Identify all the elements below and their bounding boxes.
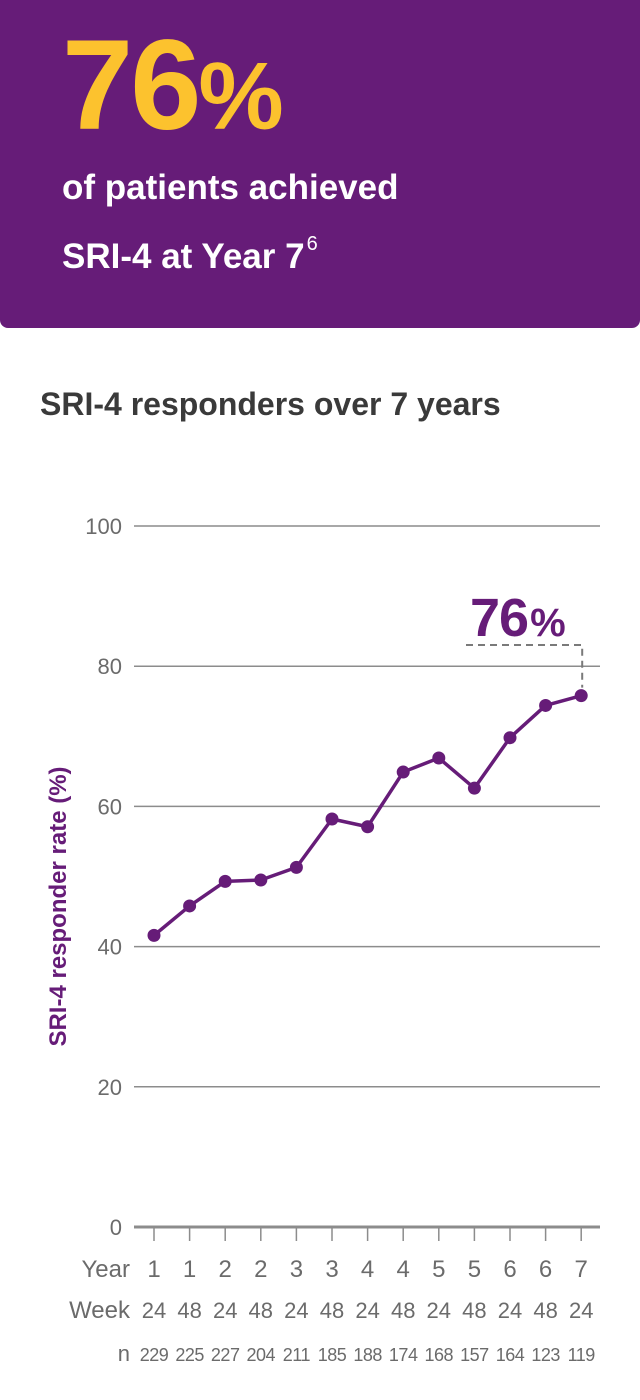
- data-point: [147, 928, 161, 942]
- headline-line-1: of patients achieved: [62, 168, 399, 207]
- x-tick-label-year: 5: [468, 1256, 481, 1283]
- x-tick-label-n: 119: [568, 1345, 596, 1365]
- annotation-leader-line: [466, 644, 584, 688]
- x-tick-label-week: 48: [249, 1298, 273, 1323]
- data-point: [218, 874, 232, 888]
- x-tick-label-year: 6: [539, 1256, 552, 1283]
- x-tick-label-n: 225: [175, 1345, 204, 1365]
- x-tick-label-year: 1: [147, 1256, 160, 1283]
- y-axis-title: SRI-4 responder rate (%): [45, 766, 72, 1046]
- x-tick-label-year: 1: [183, 1256, 196, 1283]
- annotation-value: 76: [470, 588, 528, 648]
- x-tick-label-year: 4: [361, 1256, 374, 1283]
- headline-line-2-text: SRI-4 at Year 7: [62, 237, 305, 276]
- y-tick-label: 80: [98, 654, 122, 679]
- chart-title: SRI-4 responders over 7 years: [40, 386, 501, 422]
- y-tick-label: 60: [98, 794, 122, 819]
- data-point: [361, 820, 375, 834]
- row-label-n: n: [118, 1341, 130, 1366]
- x-tick-label-year: 7: [575, 1256, 588, 1283]
- x-tick-label-n: 204: [247, 1345, 276, 1365]
- x-tick-label-n: 164: [496, 1345, 525, 1365]
- y-tick-label: 40: [98, 935, 122, 960]
- x-tick-label-week: 48: [320, 1298, 344, 1323]
- y-tick-label: 100: [85, 514, 122, 539]
- y-tick-label: 0: [110, 1215, 122, 1240]
- x-tick-label-year: 6: [503, 1256, 516, 1283]
- data-point: [574, 689, 588, 703]
- x-tick-label-year: 3: [325, 1256, 338, 1283]
- x-tick-label-n: 188: [353, 1345, 382, 1365]
- summary-banner: 76% of patients achieved SRI-4 at Year 7…: [0, 0, 640, 328]
- data-point: [183, 899, 197, 913]
- footnote-ref: 6: [306, 233, 318, 255]
- x-tick-label-year: 2: [219, 1256, 232, 1283]
- row-label-week: Week: [69, 1297, 131, 1324]
- x-tick-label-week: 48: [462, 1298, 486, 1323]
- x-tick-label-n: 168: [425, 1345, 454, 1365]
- x-tick-label-week: 48: [533, 1298, 557, 1323]
- headline-stat-unit: %: [198, 43, 284, 150]
- data-point: [539, 698, 553, 712]
- x-tick-label-week: 24: [427, 1298, 451, 1323]
- x-tick-label-n: 211: [283, 1345, 311, 1365]
- annotation-unit: %: [530, 601, 565, 645]
- x-tick-label-n: 157: [460, 1345, 489, 1365]
- data-point: [254, 873, 268, 887]
- x-tick-label-week: 24: [569, 1298, 593, 1323]
- x-tick-label-n: 174: [389, 1345, 418, 1365]
- data-point: [396, 765, 410, 779]
- x-tick-label-week: 24: [284, 1298, 308, 1323]
- headline-stat-value: 76: [62, 14, 201, 157]
- y-tick-label: 20: [98, 1075, 122, 1100]
- x-tick-label-year: 3: [290, 1256, 303, 1283]
- x-tick-label-n: 123: [531, 1345, 560, 1365]
- data-point: [325, 812, 339, 826]
- data-point: [503, 731, 517, 745]
- x-tick-label-n: 185: [318, 1345, 347, 1365]
- row-label-year: Year: [82, 1256, 131, 1283]
- data-point: [432, 751, 446, 765]
- x-tick-label-year: 5: [432, 1256, 445, 1283]
- x-tick-label-n: 229: [140, 1345, 169, 1365]
- x-tick-label-year: 2: [254, 1256, 267, 1283]
- annotation-label: 76%: [470, 588, 565, 648]
- headline-stat: 76%: [62, 22, 284, 150]
- data-point: [467, 781, 481, 795]
- x-tick-label-week: 24: [142, 1298, 166, 1323]
- x-tick-label-week: 24: [498, 1298, 522, 1323]
- data-point: [289, 860, 303, 874]
- series-line: [152, 693, 582, 937]
- x-tick-label-n: 227: [211, 1345, 240, 1365]
- x-tick-label-week: 48: [177, 1298, 201, 1323]
- x-tick-label-week: 48: [391, 1298, 415, 1323]
- x-tick-label-year: 4: [397, 1256, 410, 1283]
- x-tick-label-week: 24: [355, 1298, 379, 1323]
- x-tick-label-week: 24: [213, 1298, 237, 1323]
